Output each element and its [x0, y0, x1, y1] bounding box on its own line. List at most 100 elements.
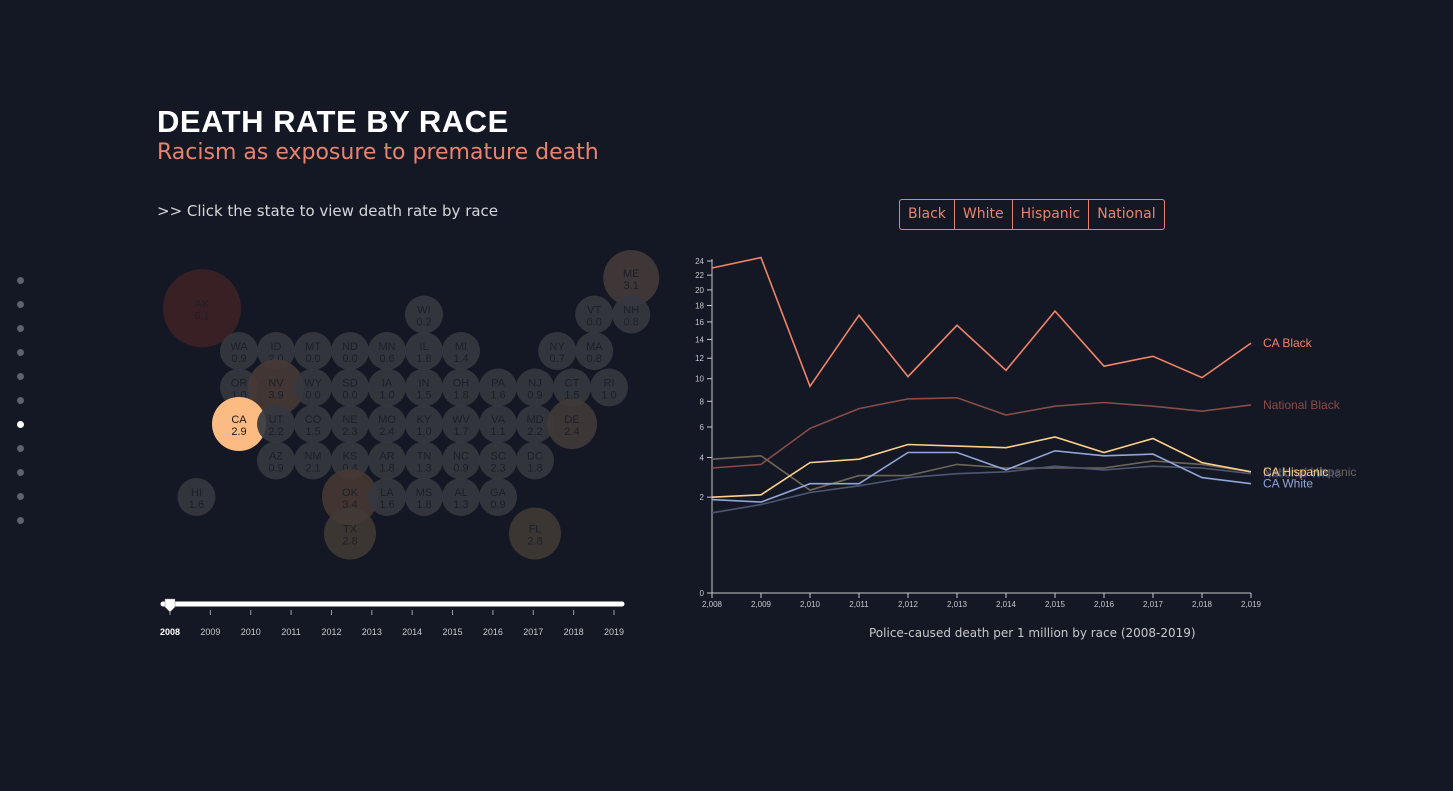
- state-mi[interactable]: MI1.4: [442, 332, 480, 370]
- tab-hispanic[interactable]: Hispanic: [1011, 200, 1089, 229]
- state-ut[interactable]: UT2.2: [257, 405, 295, 443]
- state-nj[interactable]: NJ0.9: [516, 368, 554, 407]
- state-mo[interactable]: MO2.4: [368, 405, 406, 443]
- slider-handle[interactable]: [164, 598, 176, 613]
- tab-white[interactable]: White: [953, 200, 1012, 229]
- y-tick-label: 8: [700, 397, 705, 406]
- state-value: 0.0: [342, 353, 357, 365]
- state-ny[interactable]: NY0.7: [538, 332, 577, 370]
- state-mn[interactable]: MN0.6: [368, 332, 406, 370]
- state-ak[interactable]: AK6.1: [163, 269, 241, 348]
- state-bubble: [405, 441, 443, 480]
- state-az[interactable]: AZ0.9: [257, 441, 295, 480]
- state-ma[interactable]: MA0.8: [575, 332, 614, 370]
- state-wv[interactable]: WV1.7: [442, 405, 480, 443]
- state-wa[interactable]: WA0.9: [220, 332, 258, 370]
- nav-dot-2[interactable]: [17, 301, 24, 308]
- state-bubble: [516, 405, 554, 443]
- state-de[interactable]: DE2.4: [547, 399, 597, 449]
- state-bubble: [220, 368, 258, 407]
- nav-dot-1[interactable]: [17, 277, 24, 284]
- state-bubble: [368, 441, 406, 480]
- state-in[interactable]: IN1.5: [405, 368, 443, 407]
- state-value: 1.3: [453, 499, 468, 511]
- state-nv[interactable]: NV3.9: [248, 359, 304, 416]
- state-ar[interactable]: AR1.8: [368, 441, 406, 480]
- state-sc[interactable]: SC2.3: [479, 441, 517, 480]
- state-nc[interactable]: NC0.9: [442, 441, 480, 480]
- state-ia[interactable]: IA1.0: [368, 368, 406, 407]
- state-wi[interactable]: WI0.2: [405, 295, 443, 334]
- tab-national[interactable]: National: [1088, 200, 1163, 229]
- state-va[interactable]: VA1.1: [479, 405, 517, 443]
- state-value: 2.8: [342, 536, 357, 548]
- state-tn[interactable]: TN1.3: [405, 441, 443, 480]
- state-abbr: PA: [491, 378, 506, 390]
- state-tx[interactable]: TX2.8: [324, 507, 376, 560]
- series-label: CA Hispanic: [1263, 465, 1328, 479]
- state-bubble: [479, 405, 517, 443]
- state-bubble: [405, 332, 443, 370]
- state-oh[interactable]: OH1.8: [442, 368, 480, 407]
- state-value: 0.6: [379, 353, 394, 365]
- state-ms[interactable]: MS1.8: [405, 478, 443, 516]
- tab-black[interactable]: Black: [908, 206, 946, 222]
- nav-dot-5[interactable]: [17, 373, 24, 380]
- series-label: National Black: [1263, 398, 1341, 412]
- state-wy[interactable]: WY0.0: [294, 368, 332, 407]
- y-tick-label: 18: [695, 301, 704, 310]
- nav-dot-10[interactable]: [17, 493, 24, 500]
- slider-year-label: 2008: [160, 627, 180, 637]
- state-id[interactable]: ID2.0: [257, 332, 295, 370]
- state-ri[interactable]: RI1.0: [590, 368, 628, 407]
- nav-dot-8[interactable]: [17, 445, 24, 452]
- series-line-ca-white: [711, 449, 1252, 503]
- state-mt[interactable]: MT0.0: [294, 332, 332, 370]
- y-tick-label: 24: [695, 257, 704, 266]
- state-co[interactable]: CO1.5: [294, 405, 332, 443]
- state-nd[interactable]: ND0.0: [331, 332, 369, 370]
- state-md[interactable]: MD2.2: [516, 405, 554, 443]
- state-value: 2.1: [305, 463, 320, 475]
- state-sd[interactable]: SD0.0: [331, 368, 369, 407]
- series-line-national-white: [711, 465, 1252, 514]
- y-tick-label: 0: [700, 589, 705, 598]
- state-value: 0.7: [550, 353, 565, 365]
- state-pa[interactable]: PA1.6: [479, 368, 517, 407]
- state-ga[interactable]: GA0.9: [479, 478, 517, 516]
- state-ct[interactable]: CT1.5: [553, 368, 591, 407]
- x-tick-label: 2,008: [702, 600, 723, 609]
- state-nh[interactable]: NH0.8: [612, 295, 651, 334]
- state-abbr: KS: [343, 451, 358, 463]
- nav-dot-4[interactable]: [17, 349, 24, 356]
- state-value: 1.7: [453, 426, 468, 438]
- nav-dot-9[interactable]: [17, 469, 24, 476]
- state-or[interactable]: OR1.0: [220, 368, 258, 407]
- state-bubble: [603, 250, 660, 306]
- state-il[interactable]: IL1.8: [405, 332, 443, 370]
- state-value: 1.8: [527, 463, 542, 475]
- state-hi[interactable]: HI1.6: [177, 478, 216, 516]
- state-ne[interactable]: NE2.3: [331, 405, 369, 443]
- slider-year-label: 2009: [200, 627, 220, 637]
- state-value: 1.1: [490, 426, 505, 438]
- state-dc[interactable]: DC1.8: [516, 441, 554, 480]
- state-ok[interactable]: OK3.4: [322, 469, 378, 525]
- state-nm[interactable]: NM2.1: [294, 441, 332, 480]
- state-bubble: [590, 368, 628, 407]
- state-la[interactable]: LA1.6: [368, 478, 406, 516]
- state-vt[interactable]: VT0.0: [575, 295, 614, 334]
- nav-dot-3[interactable]: [17, 325, 24, 332]
- state-value: 2.9: [231, 426, 246, 438]
- series-label: National Hispanic: [1263, 465, 1356, 479]
- state-ca[interactable]: CA2.9: [212, 397, 266, 451]
- nav-dot-11[interactable]: [17, 517, 24, 524]
- state-al[interactable]: AL1.3: [442, 478, 480, 516]
- state-me[interactable]: ME3.1: [603, 250, 660, 306]
- state-ky[interactable]: KY1.0: [405, 405, 443, 443]
- state-bubble: [368, 478, 406, 516]
- state-abbr: HI: [191, 487, 202, 499]
- state-fl[interactable]: FL2.8: [509, 507, 561, 560]
- nav-dot-7[interactable]: [17, 421, 24, 428]
- nav-dot-6[interactable]: [17, 397, 24, 404]
